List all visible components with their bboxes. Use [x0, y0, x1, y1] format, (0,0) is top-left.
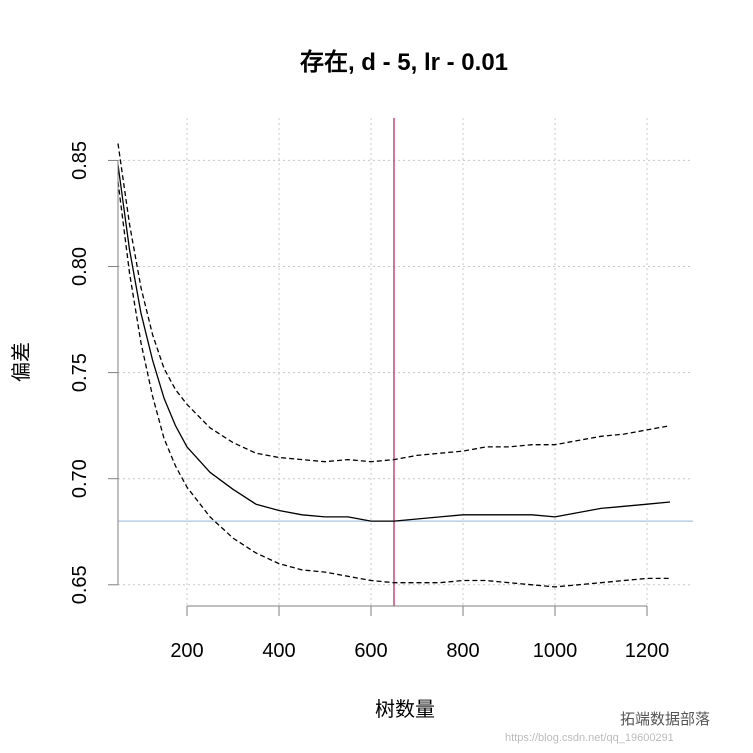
series-layer — [117, 143, 671, 588]
x-tick-label: 600 — [354, 640, 387, 662]
y-tick-label: 0.70 — [69, 459, 91, 498]
series-line-2 — [117, 143, 671, 463]
y-axis: 0.65 0.70 0.75 0.80 0.85 — [69, 141, 119, 604]
x-tick-label: 1200 — [625, 640, 670, 662]
chart-title: 存在, d - 5, lr - 0.01 — [300, 48, 508, 76]
reference-lines — [118, 118, 693, 606]
x-tick-label: 200 — [170, 640, 203, 662]
y-tick-label: 0.85 — [69, 141, 91, 180]
y-tick-label: 0.75 — [69, 353, 91, 392]
grid-lines — [118, 118, 693, 606]
watermark-url: https://blog.csdn.net/qq_19600291 — [505, 732, 674, 744]
x-tick-label: 1000 — [533, 640, 578, 662]
y-tick-label: 0.65 — [69, 565, 91, 604]
x-axis: 200 400 600 800 1000 1200 — [170, 605, 670, 662]
x-tick-label: 400 — [262, 640, 295, 662]
series-line-3 — [117, 181, 670, 588]
x-axis-label: 树数量 — [375, 697, 435, 721]
watermark-text: 拓端数据部落 — [620, 710, 710, 728]
x-tick-label: 800 — [446, 640, 479, 662]
watermark: 拓端数据部落 https://blog.csdn.net/qq_19600291 — [505, 710, 710, 744]
y-tick-label: 0.80 — [69, 247, 91, 286]
y-axis-label: 偏差 — [9, 342, 33, 382]
series-line-1 — [117, 164, 671, 522]
